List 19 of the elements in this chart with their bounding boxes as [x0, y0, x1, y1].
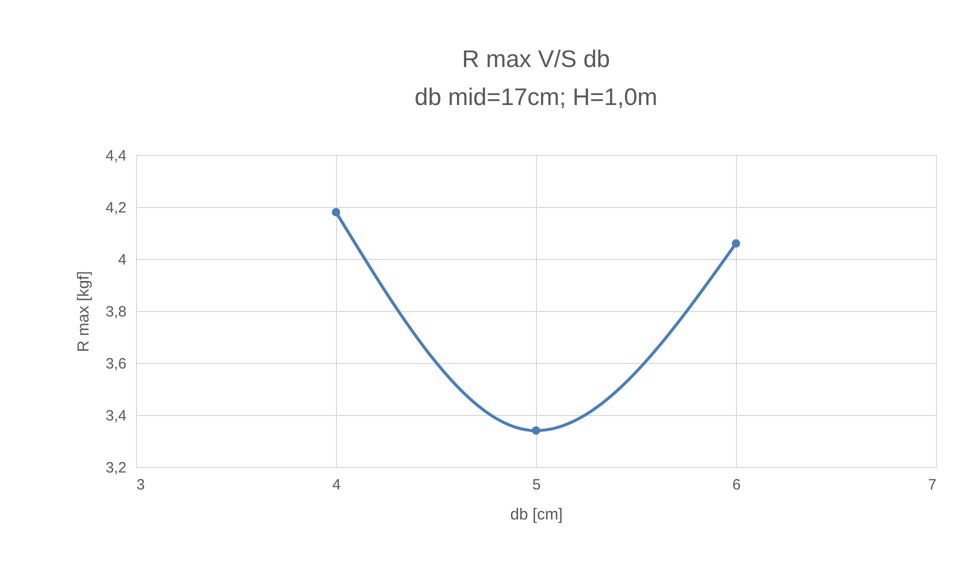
point — [732, 239, 740, 248]
y-tick-label: 3,8 — [106, 304, 126, 320]
chart-subtitle: db mid=17cm; H=1,0m — [414, 84, 658, 111]
point — [332, 208, 340, 216]
x-tick-label: 3 — [136, 476, 145, 494]
x-tick-label: 6 — [732, 476, 741, 494]
point — [532, 426, 540, 435]
x-tick-label: 7 — [928, 476, 936, 494]
y-tick-label: 4 — [118, 252, 126, 268]
chart-title: R max V/S db — [462, 46, 610, 73]
y-tick-label: 3,6 — [106, 356, 126, 372]
y-axis-title: R max [kgf] — [76, 271, 93, 352]
y-tick-label: 4,4 — [106, 148, 126, 164]
x-tick-label: 4 — [332, 476, 341, 494]
y-tick-label: 4,2 — [106, 200, 126, 216]
x-axis-title: db [cm] — [510, 506, 563, 524]
x-tick-label: 5 — [532, 476, 541, 494]
y-tick-label: 3,2 — [106, 460, 126, 476]
y-tick-label: 3,4 — [106, 408, 126, 424]
